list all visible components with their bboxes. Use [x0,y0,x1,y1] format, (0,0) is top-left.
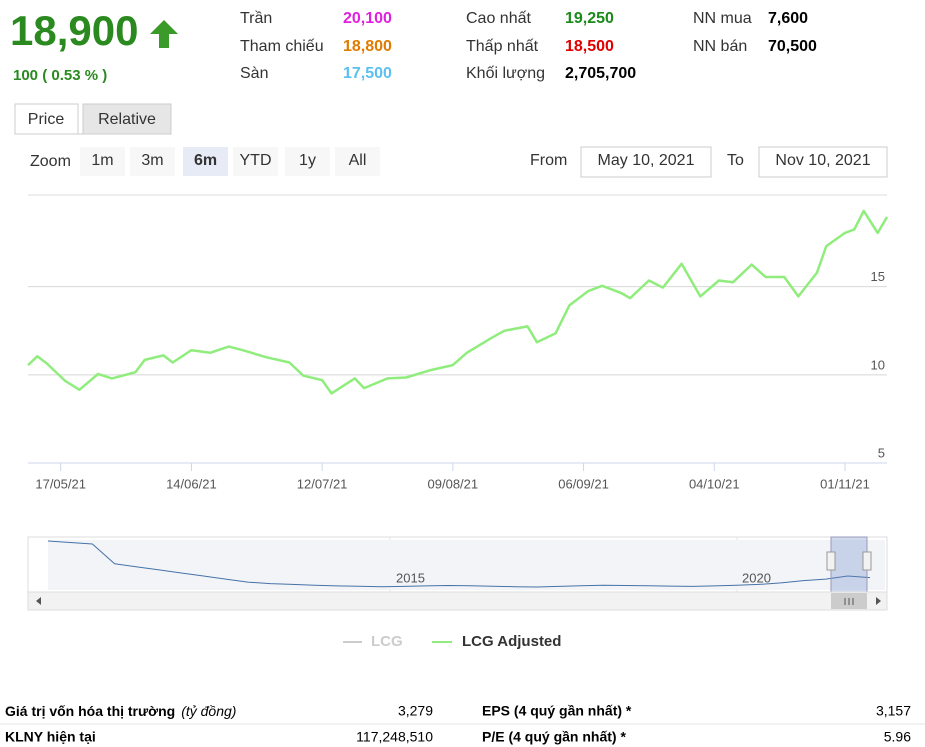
zoom-button-label[interactable]: 6m [194,152,217,169]
x-tick-label: 12/07/21 [297,476,348,491]
footer-value: 117,248,510 [356,729,433,745]
stat-label: Trần [240,10,272,27]
zoom-button[interactable] [285,147,330,176]
from-input[interactable] [580,146,712,178]
zoom-label: Zoom [30,153,71,170]
zoom-buttons: 1m 3m 6m YTD 1y All [80,147,380,176]
stat-value: 18,500 [565,38,614,55]
zoom-button[interactable] [335,147,380,176]
footer-value: 5.96 [884,729,911,745]
navigator-label: 2015 [396,570,425,585]
from-date[interactable]: May 10, 2021 [598,152,695,169]
stat-label: Cao nhất [466,10,531,27]
stat-label: NN mua [693,10,752,27]
up-arrow [150,20,178,48]
stat-value: 2,705,700 [565,65,636,82]
zoom-button[interactable] [80,147,125,176]
footer-label: EPS (4 quý gần nhất) * [482,703,632,719]
y-tick-label: 5 [878,445,885,460]
zoom-button-label[interactable]: 3m [141,152,163,169]
to-date[interactable]: Nov 10, 2021 [775,152,870,169]
zoom-button-label[interactable]: 1y [299,152,316,169]
zoom-button[interactable] [233,147,278,176]
footer-note: (tỷ đồng) [181,703,236,719]
zoom-button-label[interactable]: 1m [91,152,113,169]
stat-value: 7,600 [768,10,808,27]
stat-value: 19,250 [565,10,614,27]
x-tick-label: 17/05/21 [35,476,86,491]
from-label: From [530,152,567,169]
x-tick-label: 06/09/21 [558,476,609,491]
scroll-grip [844,598,854,605]
scroll-left[interactable] [36,597,41,605]
price-change: 100 ( 0.53 % ) [13,67,107,84]
zoom-button[interactable] [183,147,228,176]
scrollbar[interactable] [27,591,888,611]
zoom-button-label[interactable]: YTD [240,152,272,169]
x-tick-label: 01/11/21 [820,476,870,491]
price: 18,900 [10,7,138,54]
x-tick-label: 14/06/21 [166,476,217,491]
stat-label: Khối lượng [466,65,545,82]
main-chart: 5 10 15 17/05/21 14/06/21 12/07/21 09/08/21 06/… [27,209,889,491]
navigator-selection[interactable] [830,536,868,593]
x-tick-label: 04/10/21 [689,476,740,491]
legend: LCG LCG Adjusted [343,633,561,650]
footer-value: 3,279 [398,703,433,719]
stat-value: 17,500 [343,65,392,82]
tab-label[interactable]: Price [28,111,65,128]
stat-label: Tham chiếu [240,38,324,55]
tab-label[interactable]: Relative [98,111,156,128]
stat-value: 20,100 [343,10,392,27]
stat-label: Thấp nhất [466,38,539,55]
stat-value: 70,500 [768,38,817,55]
footer-label: P/E (4 quý gần nhất) * [482,729,626,745]
zoom-button-label[interactable]: All [349,152,367,169]
to-input[interactable] [758,146,888,178]
scroll-right[interactable] [876,597,881,605]
x-tick-label: 09/08/21 [428,476,479,491]
y-tick-label: 15 [871,269,885,284]
price-line [27,209,889,395]
tab-relative[interactable] [82,103,172,135]
legend-label[interactable]: LCG Adjusted [462,633,561,650]
footer-label-text: Giá trị vốn hóa thị trường [5,703,175,719]
navigator-handle[interactable] [826,551,836,571]
stat-label: Sàn [240,65,268,82]
legend-label[interactable]: LCG [371,633,403,650]
y-tick-label: 10 [871,357,885,372]
stat-value: 18,800 [343,38,392,55]
tab-price[interactable] [14,103,79,135]
footer-label: KLNY hiện tại [5,729,96,745]
zoom-button[interactable] [130,147,175,176]
stat-label: NN bán [693,38,747,55]
navigator-plot: 2015 2020 [47,540,871,588]
footer-label: Giá trị vốn hóa thị trường (tỷ đồng) [5,703,236,719]
navigator-fill [48,540,885,590]
navigator-label: 2020 [742,570,771,585]
footer-value: 3,157 [876,703,911,719]
navigator-handle[interactable] [862,551,872,571]
to-label: To [727,152,744,169]
navigator-line [47,540,871,588]
